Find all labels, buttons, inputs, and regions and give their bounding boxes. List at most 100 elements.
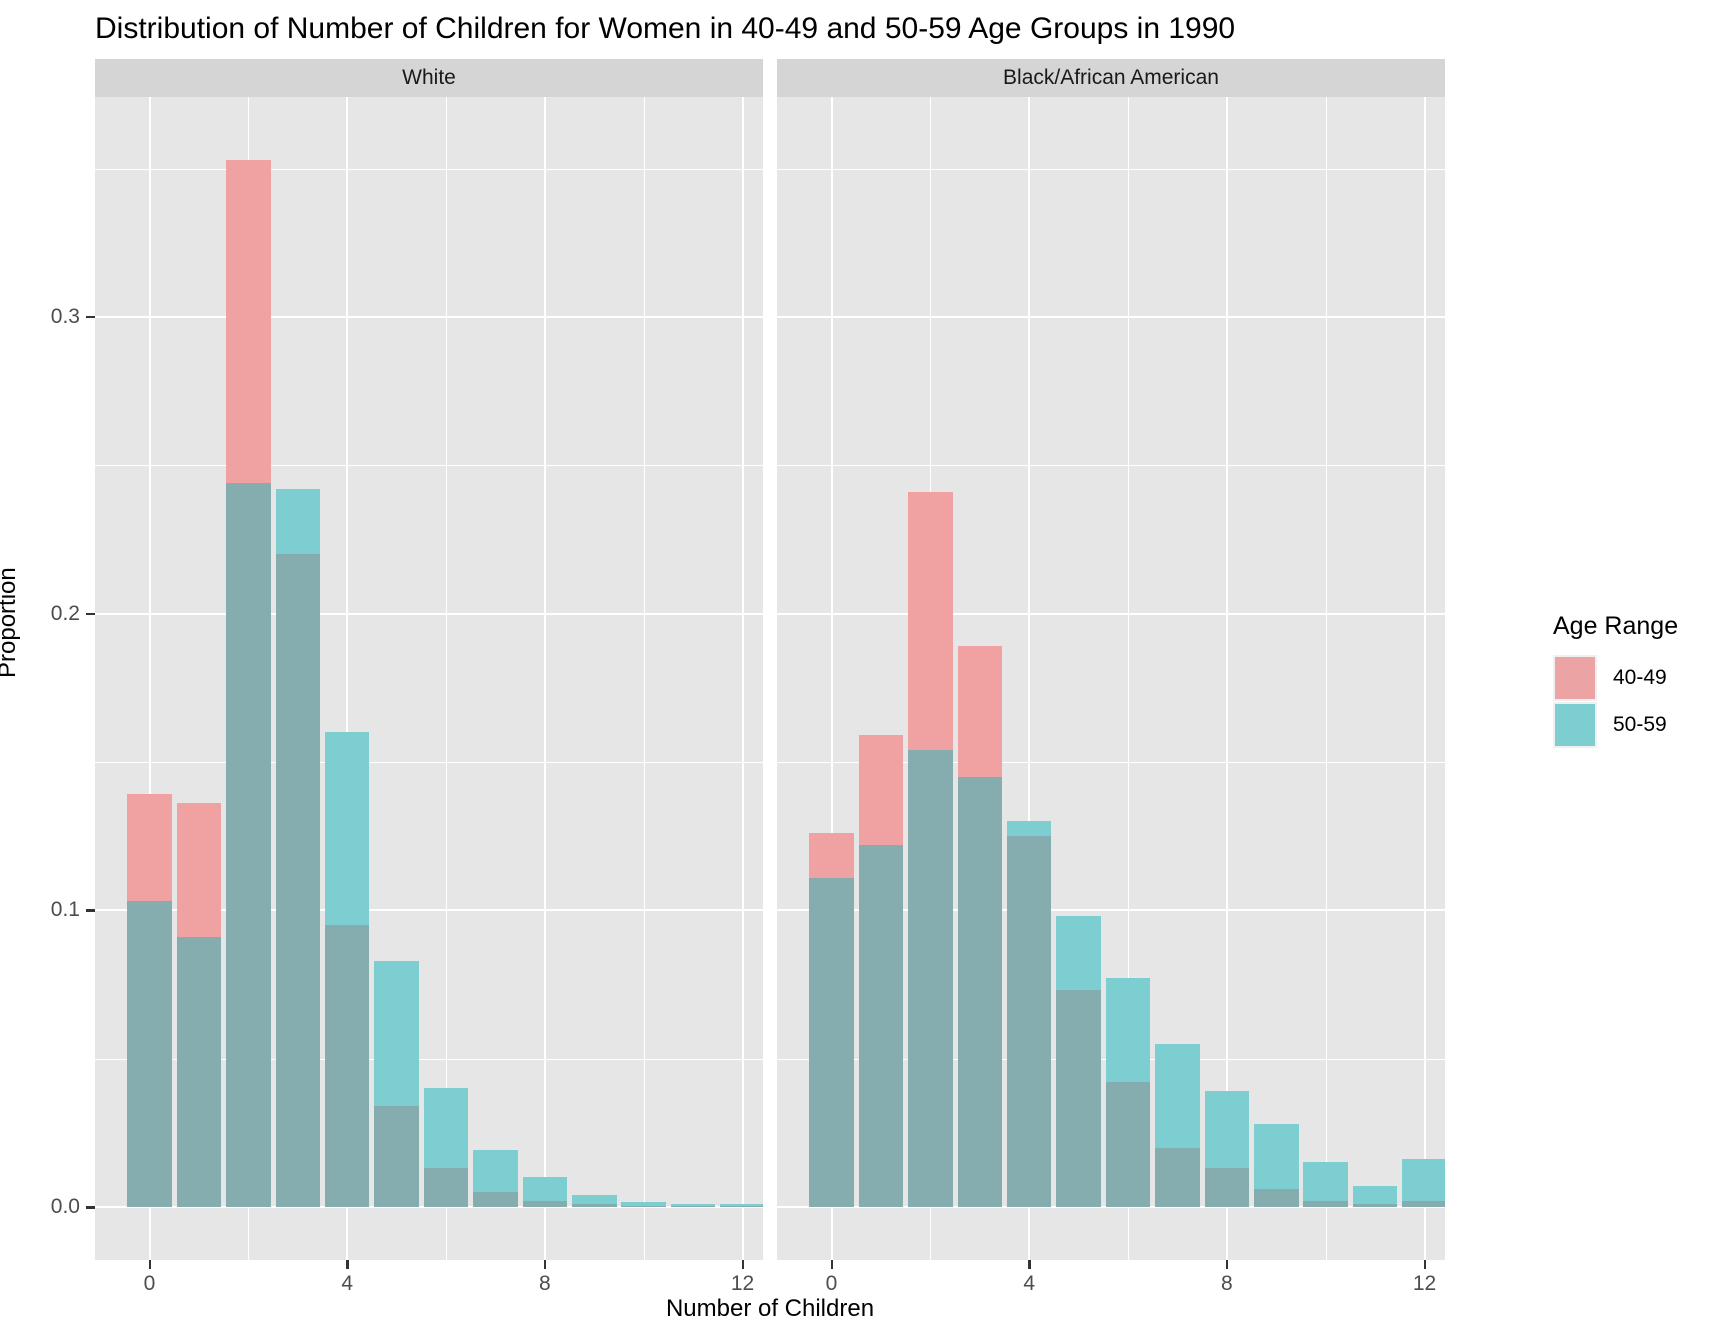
- bar-overlap-segment: [1006, 836, 1052, 1207]
- x-tick-mark: [346, 1260, 349, 1269]
- bar-40-49-segment: [176, 803, 222, 937]
- y-tick-label: 0.2: [50, 601, 80, 625]
- bar-50-59-segment: [1254, 1124, 1299, 1189]
- bar-overlap-segment: [1303, 1201, 1348, 1207]
- x-tick-mark: [1225, 1260, 1229, 1269]
- y-tick-mark: [86, 909, 95, 912]
- x-tick-label: 0: [825, 1272, 838, 1295]
- bar-40-49-segment: [226, 160, 271, 483]
- bar-50-59-segment: [275, 489, 320, 554]
- bar-50-59-segment: [1056, 916, 1101, 990]
- x-tick-label: 12: [1412, 1272, 1437, 1295]
- x-tick-mark: [741, 1260, 745, 1269]
- x-tick-mark: [543, 1260, 547, 1269]
- bar-overlap-segment: [572, 1204, 617, 1207]
- bar-50-59-segment: [621, 1202, 666, 1206]
- x-tick-label: 12: [730, 1272, 755, 1295]
- y-tick-label: 0.3: [50, 304, 80, 328]
- gridline-major: [95, 612, 763, 615]
- gridline-minor: [777, 168, 1445, 170]
- bar-overlap-segment: [957, 777, 1002, 1207]
- bar-50-59-segment: [572, 1195, 617, 1204]
- x-axis-title: Number of Children: [665, 1295, 875, 1322]
- y-axis-title: Proportion: [0, 567, 21, 678]
- gridline-major: [741, 97, 744, 1260]
- gridline-major: [777, 315, 1445, 318]
- bar-overlap-segment: [809, 878, 854, 1207]
- x-tick-label: 4: [1023, 1272, 1036, 1295]
- gridline-major: [95, 315, 763, 318]
- y-tick-label: 0.0: [50, 1195, 80, 1218]
- gridline-major: [777, 1206, 1445, 1208]
- bar-40-49-segment: [908, 492, 953, 750]
- y-tick-label: 0.1: [50, 898, 80, 922]
- y-tick-mark: [86, 1206, 95, 1209]
- bar-overlap-segment: [226, 483, 271, 1207]
- bar-overlap-segment: [1352, 1204, 1398, 1207]
- bar-overlap-segment: [1056, 990, 1101, 1207]
- bar-40-49-segment: [127, 794, 172, 901]
- bar-overlap-segment: [176, 937, 222, 1207]
- gridline-major: [777, 612, 1445, 615]
- bar-overlap-segment: [1155, 1148, 1200, 1207]
- gridline-minor: [446, 97, 448, 1260]
- x-tick-mark: [1423, 1260, 1427, 1269]
- bar-50-59-segment: [423, 1088, 469, 1168]
- gridline-minor: [643, 97, 645, 1260]
- bar-overlap-segment: [858, 845, 904, 1207]
- legend-swatch: [1553, 655, 1597, 701]
- bar-overlap-segment: [1105, 1082, 1151, 1207]
- x-tick-mark: [830, 1260, 833, 1269]
- bar-50-59-segment: [522, 1177, 568, 1201]
- bar-overlap-segment: [621, 1206, 666, 1207]
- bar-50-59-segment: [1352, 1186, 1398, 1204]
- x-tick-mark: [1028, 1260, 1031, 1269]
- bar-overlap-segment: [473, 1192, 518, 1207]
- bar-50-59-segment: [324, 732, 370, 925]
- legend: Age Range 40-49 50-59: [1553, 612, 1678, 749]
- facet-panel: [95, 97, 763, 1260]
- legend-item: 50-59: [1553, 702, 1678, 748]
- x-tick-label: 8: [1221, 1272, 1233, 1295]
- y-tick-mark: [86, 315, 95, 319]
- x-tick-mark: [148, 1260, 151, 1269]
- bar-50-59-segment: [1402, 1159, 1445, 1201]
- gridline-minor: [777, 761, 1445, 763]
- bar-overlap-segment: [1204, 1168, 1250, 1207]
- bar-overlap-segment: [423, 1168, 469, 1207]
- facet-panel: [777, 97, 1445, 1260]
- x-tick-label: 0: [143, 1272, 156, 1295]
- gridline-major: [543, 97, 546, 1260]
- x-tick-label: 4: [341, 1272, 354, 1295]
- facet-strip-label: White: [402, 66, 456, 89]
- gridline-minor: [95, 168, 763, 170]
- gridline-major: [777, 909, 1445, 912]
- gridline-major: [1225, 97, 1228, 1260]
- bar-overlap-segment: [275, 554, 320, 1207]
- facet-strip: Black/African American: [777, 59, 1445, 97]
- bar-50-59-segment: [1155, 1044, 1200, 1148]
- bar-50-59-segment: [1303, 1162, 1348, 1201]
- bar-50-59-segment: [473, 1150, 518, 1192]
- gridline-major: [346, 97, 349, 1260]
- gridline-major: [95, 1206, 763, 1208]
- gridline-major: [148, 97, 151, 1260]
- facet-strip: White: [95, 59, 763, 97]
- gridline-major: [1028, 97, 1031, 1260]
- bar-overlap-segment: [1254, 1189, 1299, 1207]
- gridline-major: [1423, 97, 1426, 1260]
- legend-item-label: 50-59: [1613, 713, 1667, 736]
- bar-50-59-segment: [1204, 1091, 1250, 1168]
- legend-swatch: [1553, 702, 1597, 748]
- legend-item: 40-49: [1553, 655, 1678, 701]
- bar-overlap-segment: [374, 1106, 419, 1207]
- bar-overlap-segment: [720, 1206, 763, 1207]
- legend-items: 40-49 50-59: [1553, 655, 1678, 748]
- bar-40-49-segment: [858, 735, 904, 845]
- chart-title: Distribution of Number of Children for W…: [95, 12, 1236, 45]
- bar-overlap-segment: [1402, 1201, 1445, 1207]
- bar-50-59-segment: [670, 1204, 716, 1206]
- gridline-minor: [95, 1058, 763, 1060]
- bar-overlap-segment: [908, 750, 953, 1207]
